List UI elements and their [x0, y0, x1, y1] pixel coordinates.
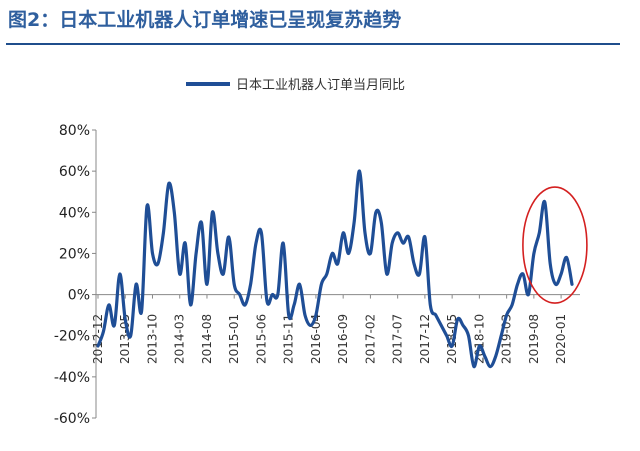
highlight-ellipse: [522, 186, 588, 304]
y-tick-label: 0%: [68, 288, 90, 304]
x-tick-label: 2017-07: [391, 314, 405, 364]
x-tick-label: 2017-12: [418, 314, 432, 364]
y-tick-label: 80%: [59, 123, 90, 139]
series-line: [96, 169, 574, 369]
y-axis: 80% 60% 40% 20% 0% -20% -40% -60%: [54, 123, 97, 427]
x-tick-label: 2017-02: [363, 314, 377, 364]
y-tick-label: 60%: [59, 164, 90, 180]
y-tick-label: -40%: [54, 370, 90, 386]
x-tick-label: 2015-11: [282, 314, 296, 364]
figure-title: 图2：日本工业机器人订单增速已呈现复苏趋势: [8, 9, 402, 31]
x-tick-label: 2015-01: [227, 314, 241, 364]
y-tick-label: 20%: [59, 246, 90, 262]
x-tick-label: 2013-05: [118, 314, 132, 364]
legend-label: 日本工业机器人订单当月同比: [236, 78, 405, 93]
x-tick-label: 2013-10: [145, 314, 159, 364]
x-tick-label: 2020-01: [554, 314, 568, 364]
y-tick-label: -60%: [54, 411, 90, 427]
x-tick-label: 2012-12: [91, 314, 105, 364]
y-tick-label: -20%: [54, 329, 90, 345]
title-divider: [6, 43, 620, 45]
x-tick-label: 2014-08: [200, 314, 214, 364]
x-tick-label: 2016-09: [336, 314, 350, 364]
x-tick-label: 2016-04: [309, 314, 323, 364]
series-layer: [96, 169, 574, 369]
x-tick-label: 2015-06: [254, 314, 268, 364]
legend: 日本工业机器人订单当月同比: [186, 78, 405, 93]
x-tick-label: 2014-03: [173, 314, 187, 364]
y-tick-label: 40%: [59, 205, 90, 221]
x-axis: 2012-12 2013-05 2013-10 2014-03 2014-08 2015-…: [91, 294, 580, 364]
x-tick-label: 2019-08: [527, 314, 541, 364]
